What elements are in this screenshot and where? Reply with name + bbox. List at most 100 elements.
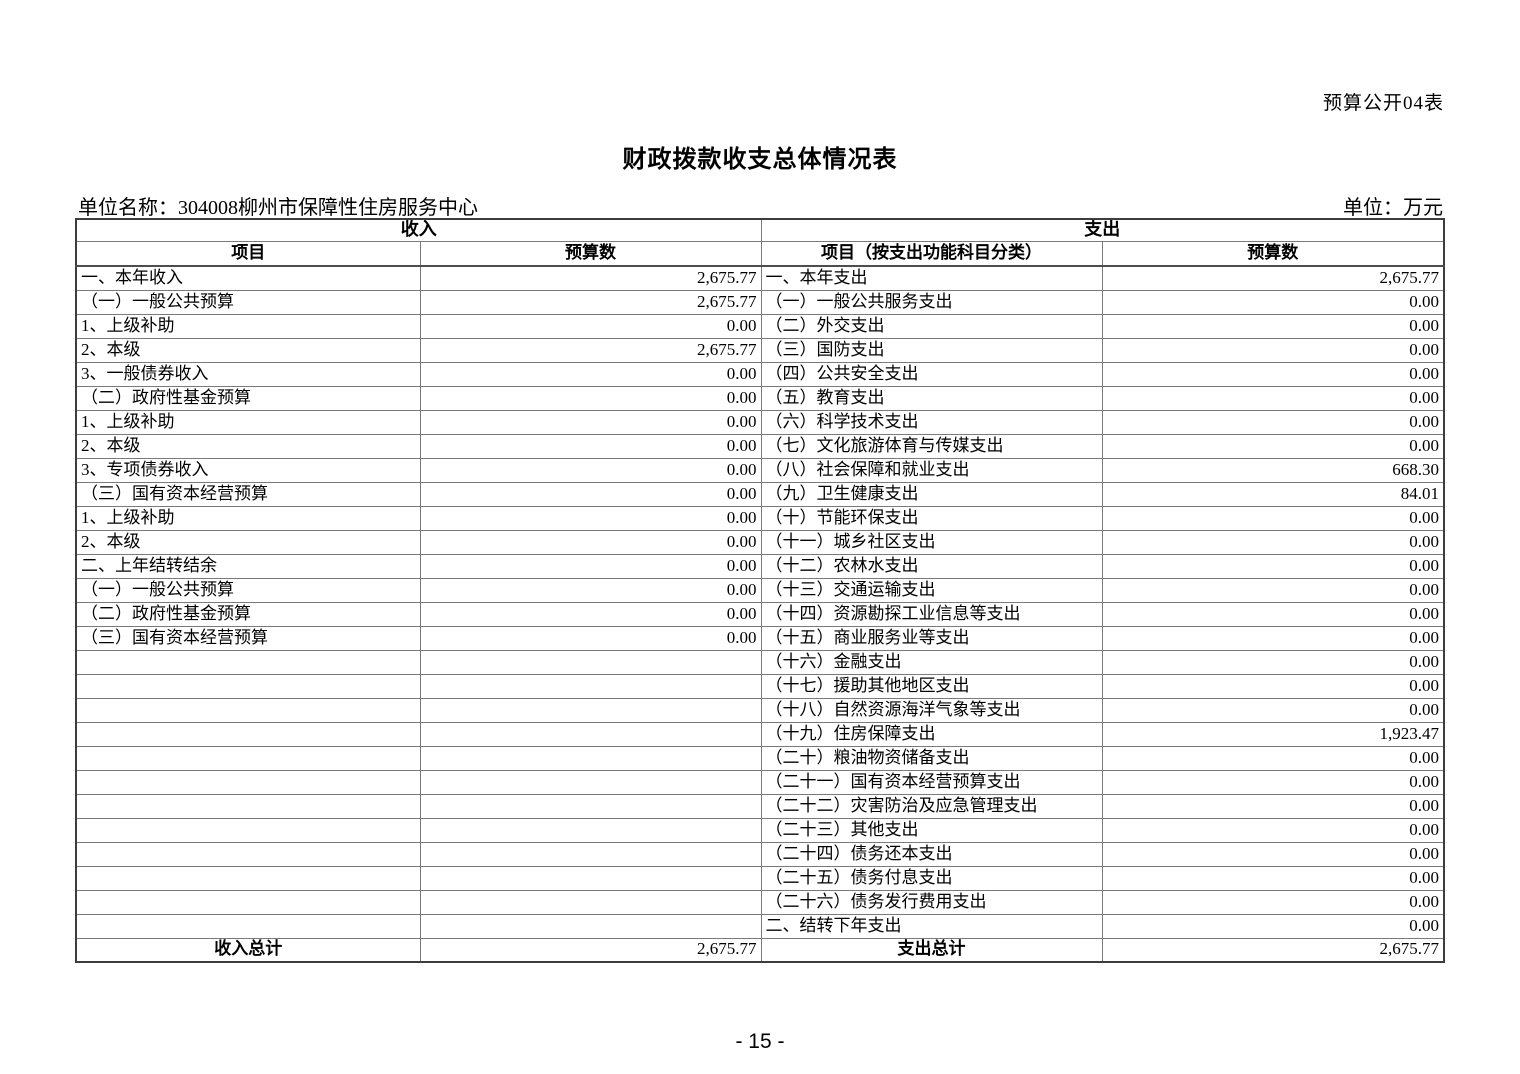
revenue-budget-cell [419, 817, 762, 843]
expenditure-budget-cell: 0.00 [1101, 289, 1445, 315]
revenue-budget-cell [419, 913, 762, 939]
col-header-revenue-budget: 预算数 [419, 240, 762, 267]
expenditure-item-cell: （二）外交支出 [760, 313, 1103, 339]
form-number-label: 预算公开04表 [1322, 93, 1444, 114]
table-row: 3、专项债券收入 0.00 （八）社会保障和就业支出 668.30 [75, 457, 1445, 483]
table-row: （十七）援助其他地区支出 0.00 [75, 673, 1445, 699]
expenditure-budget-cell: 0.00 [1101, 769, 1445, 795]
budget-table: 收入 支出 项目 预算数 项目（按支出功能科目分类） 预算数 一、本年收入 2,6… [75, 218, 1445, 963]
expenditure-item-cell: （二十五）债务付息支出 [760, 865, 1103, 891]
table-row: 1、上级补助 0.00 （十）节能环保支出 0.00 [75, 505, 1445, 531]
table-row: （三）国有资本经营预算 0.00 （十五）商业服务业等支出 0.00 [75, 625, 1445, 651]
expenditure-budget-cell: 0.00 [1101, 553, 1445, 579]
expenditure-item-cell: （二十一）国有资本经营预算支出 [760, 769, 1103, 795]
revenue-budget-cell: 2,675.77 [419, 265, 762, 291]
revenue-budget-cell: 0.00 [419, 553, 762, 579]
revenue-item-cell: 1、上级补助 [75, 313, 421, 339]
revenue-budget-cell: 0.00 [419, 457, 762, 483]
expenditure-budget-cell: 0.00 [1101, 889, 1445, 915]
revenue-budget-cell: 0.00 [419, 433, 762, 459]
expenditure-item-cell: （五）教育支出 [760, 385, 1103, 411]
table-body: 一、本年收入 2,675.77 一、本年支出 2,675.77 （一）一般公共预算 2,6… [75, 265, 1445, 939]
table-row: （十八）自然资源海洋气象等支出 0.00 [75, 697, 1445, 723]
revenue-item-cell: 1、上级补助 [75, 505, 421, 531]
table-row: 2、本级 0.00 （十一）城乡社区支出 0.00 [75, 529, 1445, 555]
expenditure-item-cell: （十五）商业服务业等支出 [760, 625, 1103, 651]
revenue-item-cell: （二）政府性基金预算 [75, 385, 421, 411]
revenue-budget-cell [419, 721, 762, 747]
revenue-item-cell: 2、本级 [75, 337, 421, 363]
expenditure-budget-cell: 0.00 [1101, 841, 1445, 867]
revenue-item-cell: 1、上级补助 [75, 409, 421, 435]
revenue-item-cell [75, 865, 421, 891]
table-row: （二十四）债务还本支出 0.00 [75, 841, 1445, 867]
table-row: （二十三）其他支出 0.00 [75, 817, 1445, 843]
revenue-total-label: 收入总计 [75, 937, 421, 963]
expenditure-budget-cell: 0.00 [1101, 649, 1445, 675]
expenditure-budget-cell: 668.30 [1101, 457, 1445, 483]
table-row: （二十一）国有资本经营预算支出 0.00 [75, 769, 1445, 795]
revenue-item-cell: （三）国有资本经营预算 [75, 625, 421, 651]
expenditure-budget-cell: 0.00 [1101, 337, 1445, 363]
table-row: 3、一般债券收入 0.00 （四）公共安全支出 0.00 [75, 361, 1445, 387]
revenue-budget-cell: 0.00 [419, 505, 762, 531]
revenue-item-cell [75, 817, 421, 843]
expenditure-item-cell: （十七）援助其他地区支出 [760, 673, 1103, 699]
expenditure-item-cell: （九）卫生健康支出 [760, 481, 1103, 507]
expenditure-budget-cell: 0.00 [1101, 385, 1445, 411]
revenue-budget-cell [419, 889, 762, 915]
table-row: 二、上年结转结余 0.00 （十二）农林水支出 0.00 [75, 553, 1445, 579]
table-row: （一）一般公共预算 0.00 （十三）交通运输支出 0.00 [75, 577, 1445, 603]
expenditure-item-cell: （十六）金融支出 [760, 649, 1103, 675]
expenditure-total-value: 2,675.77 [1101, 937, 1445, 963]
expenditure-budget-cell: 1,923.47 [1101, 721, 1445, 747]
revenue-item-cell [75, 697, 421, 723]
table-row: 1、上级补助 0.00 （二）外交支出 0.00 [75, 313, 1445, 339]
revenue-item-cell [75, 721, 421, 747]
expenditure-item-cell: （十八）自然资源海洋气象等支出 [760, 697, 1103, 723]
expenditure-budget-cell: 0.00 [1101, 409, 1445, 435]
expenditure-budget-cell: 0.00 [1101, 433, 1445, 459]
expenditure-item-cell: （十三）交通运输支出 [760, 577, 1103, 603]
revenue-item-cell [75, 889, 421, 915]
expenditure-item-cell: （八）社会保障和就业支出 [760, 457, 1103, 483]
expenditure-budget-cell: 0.00 [1101, 601, 1445, 627]
revenue-item-cell [75, 649, 421, 675]
table-row: （十九）住房保障支出 1,923.47 [75, 721, 1445, 747]
col-header-expenditure-budget: 预算数 [1101, 240, 1445, 267]
expenditure-item-cell: 二、结转下年支出 [760, 913, 1103, 939]
table-row: 二、结转下年支出 0.00 [75, 913, 1445, 939]
table-row: （一）一般公共预算 2,675.77 （一）一般公共服务支出 0.00 [75, 289, 1445, 315]
unit-of-measure-label: 单位：万元 [1343, 197, 1443, 219]
revenue-item-cell [75, 913, 421, 939]
revenue-item-cell [75, 769, 421, 795]
expenditure-item-cell: 一、本年支出 [760, 265, 1103, 291]
revenue-item-cell: 2、本级 [75, 433, 421, 459]
col-header-revenue-item: 项目 [75, 240, 421, 267]
table-row: （二十六）债务发行费用支出 0.00 [75, 889, 1445, 915]
revenue-budget-cell: 0.00 [419, 385, 762, 411]
revenue-budget-cell [419, 649, 762, 675]
table-row: （二十）粮油物资储备支出 0.00 [75, 745, 1445, 771]
revenue-budget-cell: 0.00 [419, 409, 762, 435]
revenue-budget-cell [419, 769, 762, 795]
expenditure-item-cell: （三）国防支出 [760, 337, 1103, 363]
expenditure-item-cell: （七）文化旅游体育与传媒支出 [760, 433, 1103, 459]
table-row: 2、本级 0.00 （七）文化旅游体育与传媒支出 0.00 [75, 433, 1445, 459]
expenditure-budget-cell: 0.00 [1101, 745, 1445, 771]
table-row: （二十二）灾害防治及应急管理支出 0.00 [75, 793, 1445, 819]
revenue-budget-cell [419, 793, 762, 819]
expenditure-budget-cell: 2,675.77 [1101, 265, 1445, 291]
section-header-row: 收入 支出 [75, 218, 1445, 242]
expenditure-budget-cell: 0.00 [1101, 529, 1445, 555]
expenditure-budget-cell: 0.00 [1101, 577, 1445, 603]
table-row: 一、本年收入 2,675.77 一、本年支出 2,675.77 [75, 265, 1445, 291]
expenditure-section-header: 支出 [760, 218, 1445, 242]
expenditure-budget-cell: 0.00 [1101, 505, 1445, 531]
table-row: （二）政府性基金预算 0.00 （五）教育支出 0.00 [75, 385, 1445, 411]
revenue-budget-cell: 2,675.77 [419, 289, 762, 315]
unit-name-label: 单位名称：304008柳州市保障性住房服务中心 [78, 197, 478, 219]
revenue-budget-cell [419, 745, 762, 771]
revenue-item-cell: 二、上年结转结余 [75, 553, 421, 579]
